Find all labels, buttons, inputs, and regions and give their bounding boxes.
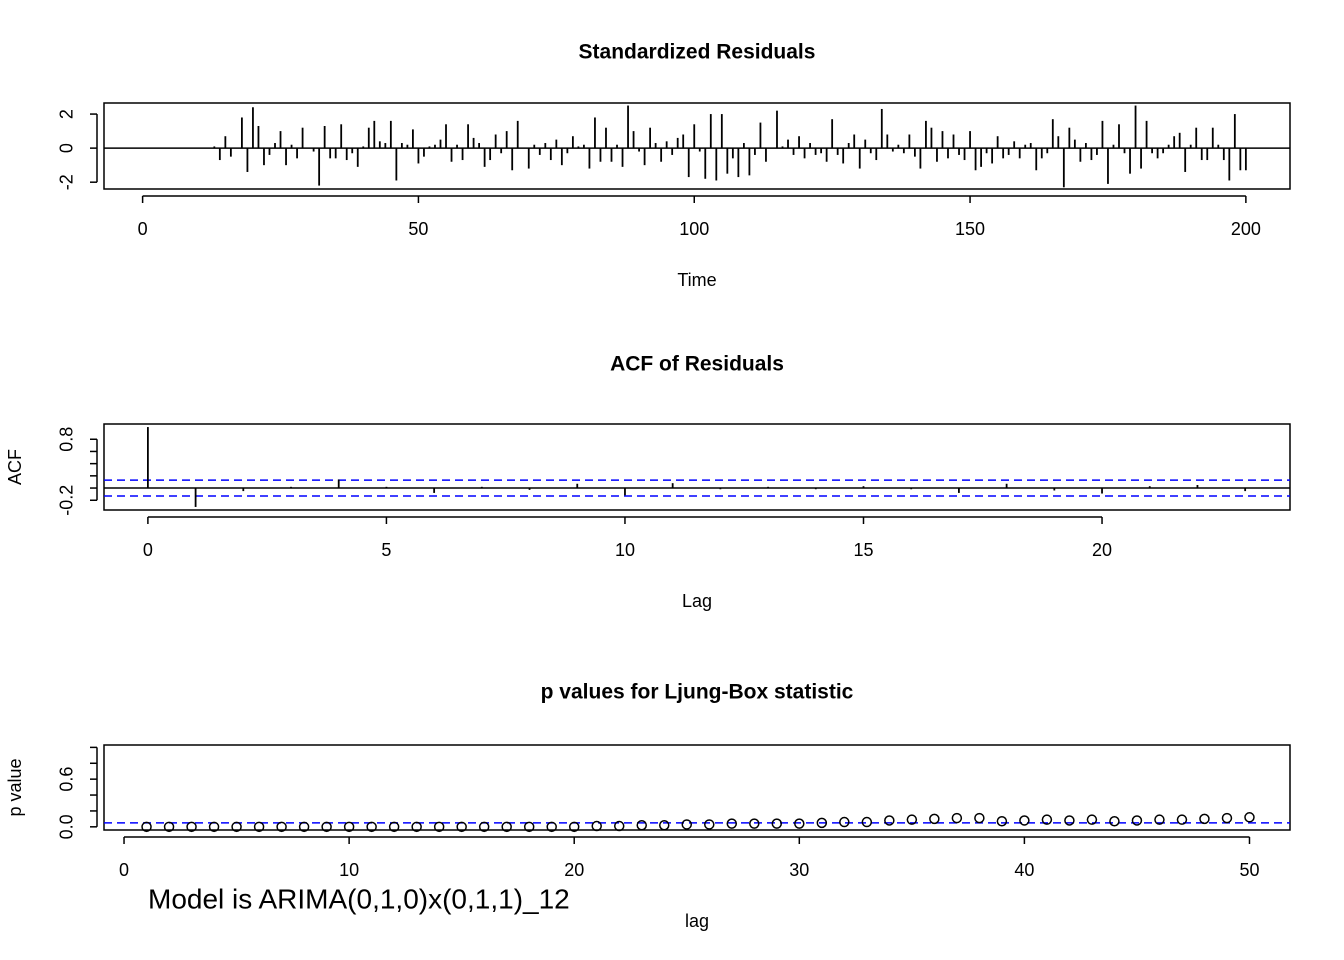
chart-title: ACF of Residuals: [610, 353, 784, 376]
point: [839, 816, 850, 828]
point: [321, 821, 332, 833]
x-axis-label: Lag: [682, 591, 712, 611]
y-tick-label: 2: [57, 109, 77, 119]
point: [951, 812, 963, 824]
point: [1131, 815, 1143, 826]
x-tick-label: 20: [564, 860, 584, 880]
point: [1244, 812, 1255, 823]
point: [906, 814, 918, 825]
point: [996, 816, 1008, 827]
point: [1064, 815, 1075, 826]
point: [771, 818, 783, 829]
point: [974, 812, 985, 824]
point: [726, 818, 738, 829]
point: [388, 821, 400, 833]
y-tick-label: 0.6: [57, 767, 77, 792]
x-tick-label: 100: [679, 219, 709, 239]
point: [501, 821, 512, 833]
point: [568, 821, 580, 833]
x-tick-label: 50: [408, 219, 428, 239]
x-axis-label: lag: [685, 911, 709, 931]
point: [411, 821, 422, 833]
point: [298, 821, 310, 833]
plot-frame: [103, 423, 1291, 511]
point: [1221, 812, 1233, 824]
x-tick-label: 30: [789, 860, 809, 880]
y-axis-label: p value: [5, 758, 25, 816]
x-tick-label: 10: [339, 860, 359, 880]
point: [1086, 814, 1098, 825]
point: [1019, 815, 1030, 826]
point: [794, 818, 805, 829]
y-tick-label: 0: [57, 143, 77, 153]
x-tick-label: 40: [1014, 860, 1034, 880]
point: [1154, 814, 1165, 825]
point: [456, 821, 467, 833]
x-tick-label: 20: [1092, 540, 1112, 560]
point: [546, 821, 557, 833]
point: [141, 821, 152, 833]
x-tick-label: 0: [143, 540, 153, 560]
y-tick-label: -2: [57, 174, 77, 190]
point: [523, 821, 535, 833]
x-tick-label: 150: [955, 219, 985, 239]
y-tick-label: 0.8: [57, 427, 77, 452]
x-axis-label: Time: [677, 270, 716, 290]
point: [343, 821, 355, 833]
point: [208, 821, 220, 833]
point: [1199, 813, 1210, 825]
x-tick-label: 5: [381, 540, 391, 560]
point: [816, 817, 828, 829]
point: [636, 819, 647, 831]
point: [1041, 814, 1053, 825]
point: [186, 821, 197, 833]
point: [1176, 814, 1188, 825]
point: [749, 818, 760, 829]
point: [591, 820, 602, 832]
y-axis-label: ACF: [5, 449, 25, 485]
x-tick-label: 0: [119, 860, 129, 880]
point: [704, 819, 715, 830]
point: [929, 813, 940, 825]
x-tick-label: 10: [615, 540, 635, 560]
point: [253, 821, 265, 833]
point: [433, 821, 445, 833]
x-tick-label: 200: [1231, 219, 1261, 239]
point: [231, 821, 242, 833]
point: [163, 821, 175, 833]
point: [613, 820, 625, 832]
y-tick-label: -0.2: [57, 485, 77, 516]
plot-frame: [103, 744, 1291, 831]
annotation: Model is ARIMA(0,1,0)x(0,1,1)_12: [148, 883, 570, 914]
x-tick-label: 50: [1239, 860, 1259, 880]
plot-frame: [103, 102, 1291, 190]
point: [366, 821, 377, 833]
point: [658, 819, 670, 831]
y-tick-label: 0.0: [57, 814, 77, 839]
x-tick-label: 15: [853, 540, 873, 560]
point: [276, 821, 287, 833]
point: [1109, 816, 1120, 827]
point: [681, 819, 693, 830]
point: [884, 815, 895, 826]
chart-title: Standardized Residuals: [579, 41, 816, 64]
point: [861, 816, 873, 828]
x-tick-label: 0: [138, 219, 148, 239]
chart-title: p values for Ljung-Box statistic: [541, 681, 854, 704]
point: [478, 821, 490, 833]
